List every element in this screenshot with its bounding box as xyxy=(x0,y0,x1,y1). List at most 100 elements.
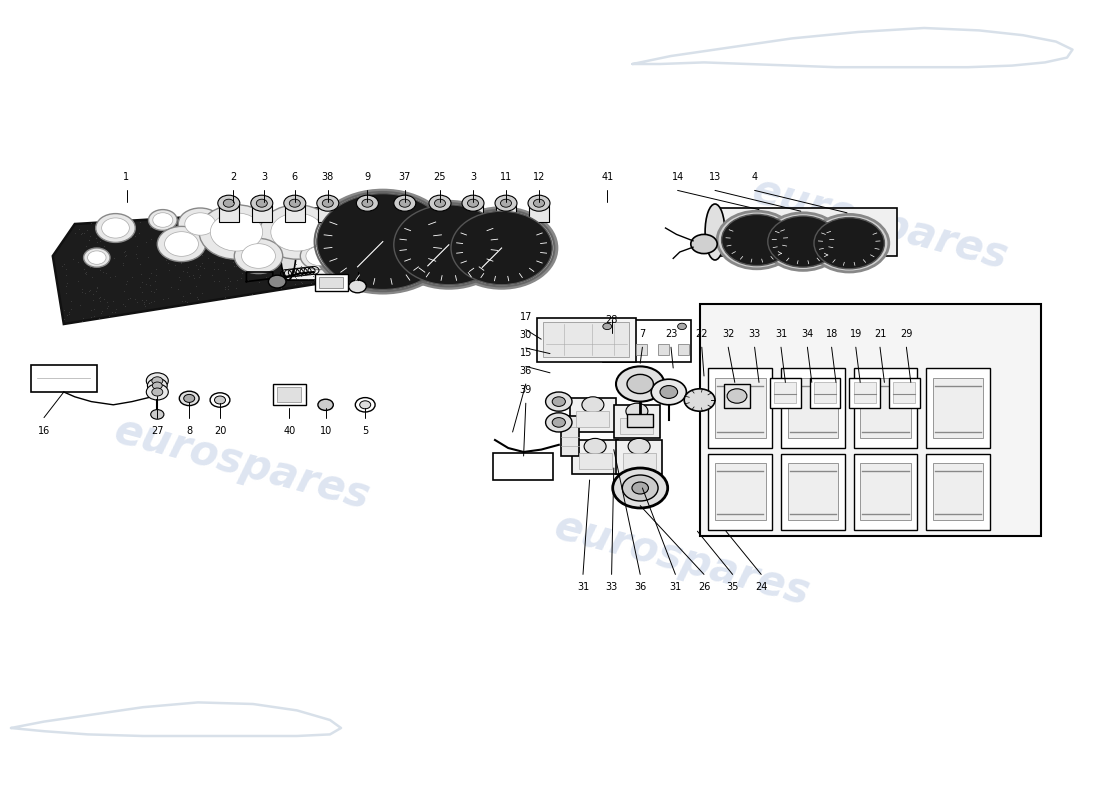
Circle shape xyxy=(223,199,234,207)
Point xyxy=(180,269,198,282)
Point xyxy=(174,264,191,277)
Point xyxy=(123,270,141,283)
Point xyxy=(132,267,150,280)
Point xyxy=(266,210,284,223)
Point xyxy=(285,251,303,264)
Point xyxy=(160,292,177,305)
Point xyxy=(311,236,329,249)
Point xyxy=(200,243,218,256)
Point xyxy=(122,230,140,243)
Circle shape xyxy=(534,199,544,207)
Point xyxy=(224,255,242,268)
Circle shape xyxy=(84,248,110,267)
Point xyxy=(229,274,246,286)
Point xyxy=(80,234,98,246)
Bar xyxy=(603,320,691,362)
Point xyxy=(245,219,263,232)
Point xyxy=(146,274,164,287)
Point xyxy=(216,264,233,277)
Point xyxy=(81,230,99,242)
Circle shape xyxy=(552,397,565,406)
Circle shape xyxy=(147,378,167,393)
Circle shape xyxy=(495,195,517,211)
Point xyxy=(160,230,177,242)
Point xyxy=(249,226,266,238)
Point xyxy=(58,277,76,290)
Point xyxy=(321,242,339,255)
Text: eurospares: eurospares xyxy=(110,410,374,518)
Point xyxy=(290,272,308,285)
Point xyxy=(101,271,119,284)
Bar xyxy=(31,365,97,392)
Point xyxy=(308,262,326,275)
Circle shape xyxy=(447,208,557,288)
Point xyxy=(199,252,217,265)
Point xyxy=(117,250,134,262)
Point xyxy=(245,263,263,276)
Point xyxy=(232,272,250,285)
Point xyxy=(338,226,355,239)
Point xyxy=(221,274,239,287)
Bar xyxy=(430,205,450,222)
Bar xyxy=(463,205,483,222)
Text: 14: 14 xyxy=(671,172,684,182)
Point xyxy=(160,257,177,270)
Point xyxy=(184,269,201,282)
Point xyxy=(304,270,321,282)
Point xyxy=(158,231,176,244)
Point xyxy=(261,252,278,265)
Point xyxy=(305,273,322,286)
Point xyxy=(95,293,112,306)
Text: 13: 13 xyxy=(708,172,722,182)
Point xyxy=(89,282,107,294)
Bar xyxy=(529,205,549,222)
Point xyxy=(64,252,81,265)
Point xyxy=(141,296,158,309)
Point xyxy=(98,228,116,241)
Circle shape xyxy=(185,213,216,235)
Point xyxy=(96,239,113,252)
Point xyxy=(250,265,267,278)
Point xyxy=(235,225,253,238)
Point xyxy=(230,255,248,268)
Point xyxy=(146,215,164,228)
Point xyxy=(207,215,224,228)
Circle shape xyxy=(660,386,678,398)
Point xyxy=(214,257,232,270)
Point xyxy=(192,286,210,299)
Circle shape xyxy=(623,475,658,501)
Point xyxy=(284,218,301,230)
Point xyxy=(160,263,177,276)
Point xyxy=(145,295,163,308)
Circle shape xyxy=(763,213,843,270)
Point xyxy=(293,276,310,289)
Point xyxy=(154,293,172,306)
Point xyxy=(331,272,349,285)
Point xyxy=(256,271,274,284)
Point xyxy=(197,216,215,229)
Point xyxy=(138,236,155,249)
Text: 5: 5 xyxy=(362,426,369,435)
Bar xyxy=(724,384,750,408)
Point xyxy=(147,268,165,281)
Bar xyxy=(849,378,880,408)
Bar xyxy=(715,463,766,520)
Point xyxy=(85,254,102,267)
Point xyxy=(77,268,95,281)
Point xyxy=(91,291,109,304)
Point xyxy=(207,214,224,226)
Point xyxy=(286,239,304,252)
Point xyxy=(139,250,156,263)
Point xyxy=(272,263,289,276)
Circle shape xyxy=(691,234,717,254)
Text: 25: 25 xyxy=(433,172,447,182)
Point xyxy=(348,218,365,231)
Point xyxy=(230,252,248,265)
Point xyxy=(114,297,132,310)
Point xyxy=(286,222,304,234)
Point xyxy=(309,271,327,284)
Point xyxy=(62,295,79,308)
Point xyxy=(322,221,340,234)
Point xyxy=(91,221,109,234)
Point xyxy=(143,267,161,280)
